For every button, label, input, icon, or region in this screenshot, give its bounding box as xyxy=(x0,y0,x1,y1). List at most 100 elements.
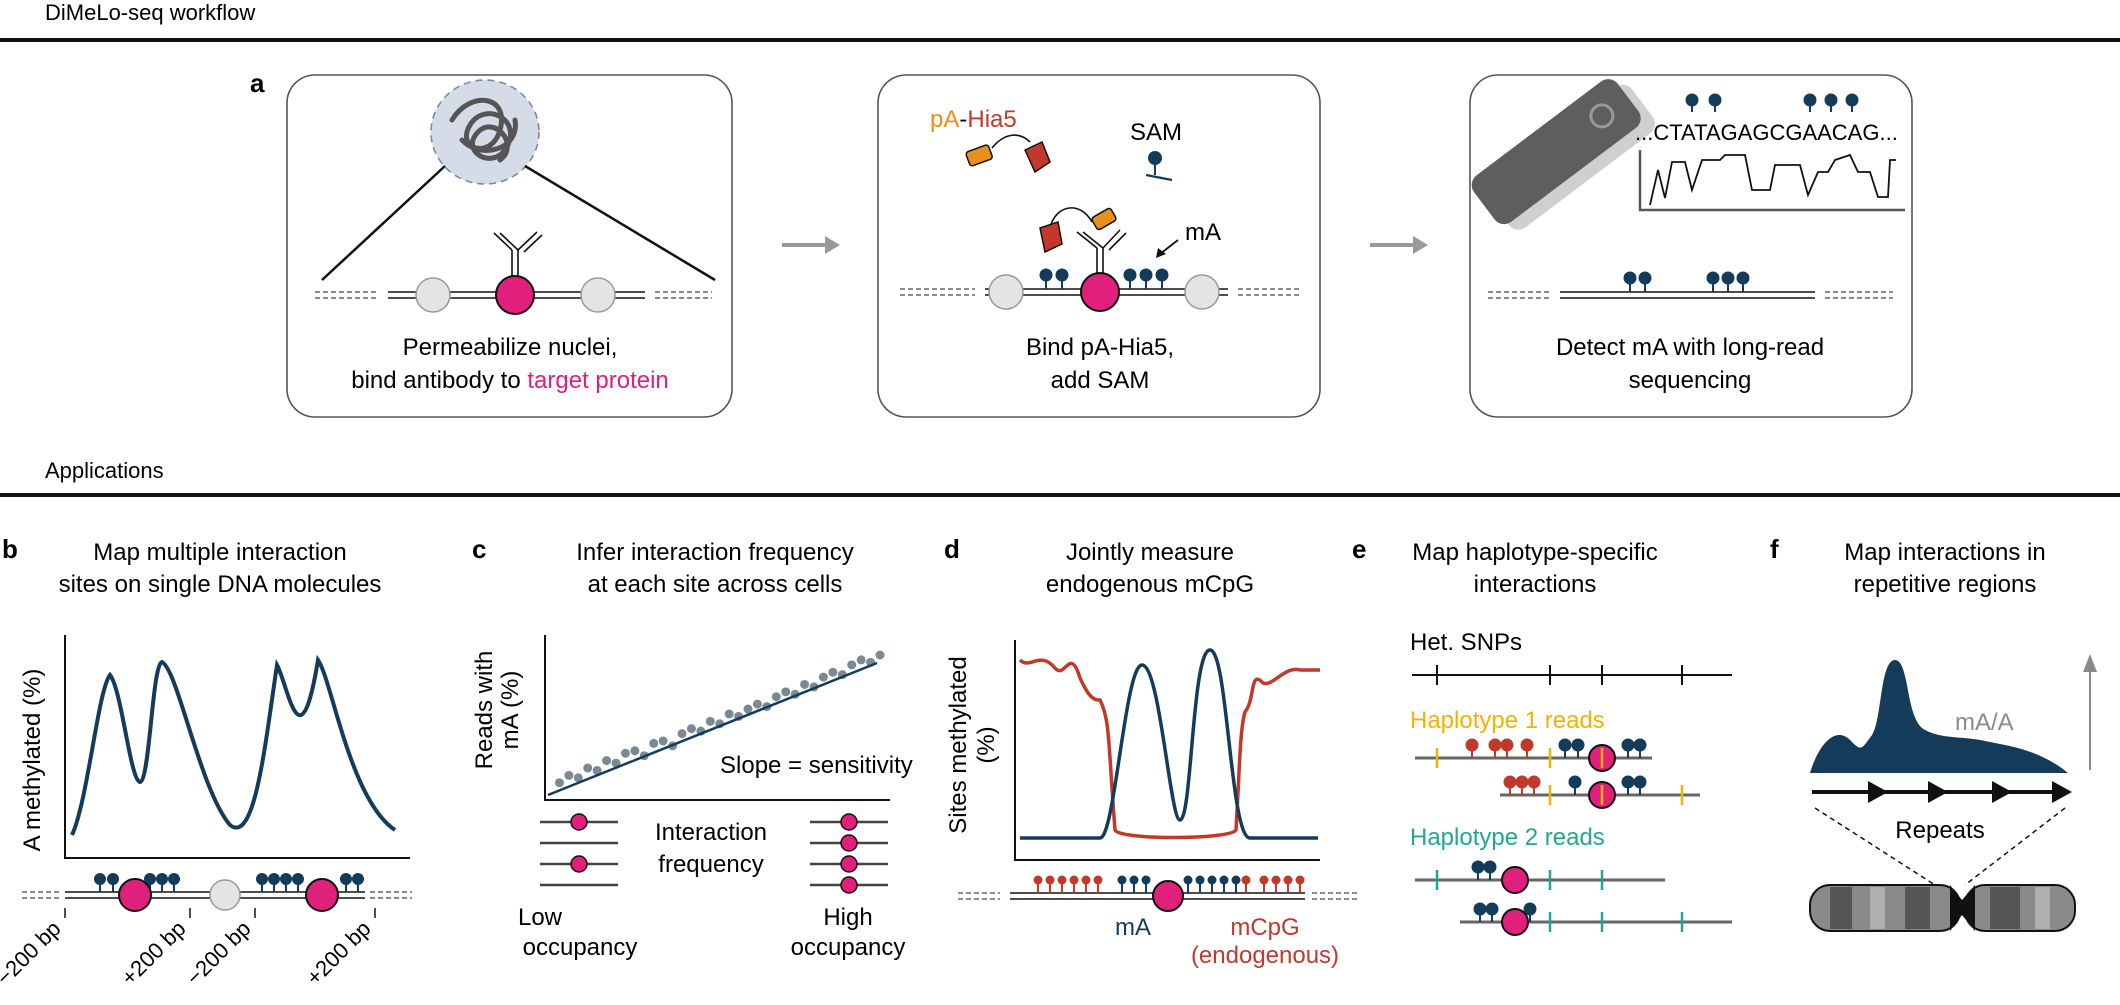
target-protein-icon xyxy=(305,878,339,912)
scatter-point xyxy=(771,692,781,702)
ma-arrow xyxy=(1159,239,1179,255)
panel-d-mcpg-curve xyxy=(1018,658,1320,840)
scatter-point xyxy=(686,724,696,734)
methyl-mark xyxy=(1241,875,1251,885)
hap1-label: Haplotype 1 reads xyxy=(1410,707,1605,734)
scatter-point xyxy=(743,704,753,714)
panel-d: d Jointly measure endogenous mCpG Sites … xyxy=(944,534,1360,969)
scatter-point xyxy=(554,778,564,788)
scatter-point xyxy=(781,687,791,697)
step1-box xyxy=(286,74,733,418)
target-protein-icon xyxy=(840,855,858,873)
chromosome-icon xyxy=(1809,884,2076,932)
signal-trace xyxy=(1649,153,1896,206)
methyl-mark xyxy=(1081,875,1091,885)
ma-label: mA xyxy=(1185,219,1221,246)
panel-b-curve xyxy=(70,654,397,836)
methyl-mark xyxy=(1057,875,1067,885)
methyl-mark xyxy=(1259,875,1269,885)
signal-axes xyxy=(1638,150,1905,212)
high-occupancy-reads xyxy=(810,820,888,887)
seq-methyl-marks xyxy=(1685,93,1859,112)
step3-panel: ...CTATAGAGCGAACAG... Detect mA with lon… xyxy=(1469,74,1913,418)
low-occupancy-reads xyxy=(540,820,618,887)
scatter-point xyxy=(611,758,621,768)
panel-b-title-2: sites on single DNA molecules xyxy=(59,571,382,598)
panel-letter-b: b xyxy=(2,534,18,564)
target-protein-icon xyxy=(495,275,535,315)
repeats-arrows xyxy=(1812,781,2072,803)
target-protein-icon xyxy=(840,876,858,894)
methyl-mark xyxy=(1033,875,1043,885)
applications-title: Applications xyxy=(45,458,164,483)
hia5-protein-icon xyxy=(1039,221,1063,254)
low-label-2: occupancy xyxy=(523,934,638,961)
nucleosome-icon xyxy=(580,277,616,313)
panel-letter-e: e xyxy=(1352,534,1366,564)
scatter-point xyxy=(752,699,762,709)
scatter-point xyxy=(573,773,583,783)
scatter-point xyxy=(602,756,612,766)
panel-d-methyl-marks xyxy=(1033,875,1305,893)
panel-f-title-2: repetitive regions xyxy=(1854,571,2037,598)
nucleosome-icon xyxy=(1184,274,1220,310)
scatter-point xyxy=(856,655,866,665)
panel-d-ylabel-2: (%) xyxy=(973,726,1000,763)
antibody-icon xyxy=(1076,229,1127,273)
repeats-label: Repeats xyxy=(1895,817,1984,844)
svg-text:pA-Hia5: pA-Hia5 xyxy=(930,106,1017,133)
panel-c-title-2: at each site across cells xyxy=(588,571,843,598)
nucleosome-icon xyxy=(988,274,1024,310)
panel-c-title-1: Infer interaction frequency xyxy=(576,539,854,566)
step2-caption-1: Bind pA-Hia5, xyxy=(1026,334,1174,361)
scatter-point xyxy=(620,748,630,758)
panel-c-ylabel-1: Reads with xyxy=(471,651,498,770)
nucleus-icon xyxy=(430,79,540,185)
workflow-title: DiMeLo-seq workflow xyxy=(45,0,255,25)
snp-ticks xyxy=(1436,665,1683,685)
step-arrow-2 xyxy=(1370,236,1428,254)
panel-f: f Map interactions in repetitive regions… xyxy=(1770,534,2097,932)
panel-b-ticks xyxy=(64,908,376,918)
panel-d-ma-curve xyxy=(1020,648,1318,840)
panel-b-tick-3: −200 bp xyxy=(181,916,255,990)
zoom-line-right xyxy=(524,164,716,282)
read-methyl-marks xyxy=(1623,271,1750,292)
sequence-text: ...CTATAGAGCGAACAG... xyxy=(1635,120,1898,145)
hia5-protein-icon xyxy=(1024,140,1051,174)
scatter-point xyxy=(649,738,659,748)
linker-icon xyxy=(991,134,1031,149)
target-protein-icon xyxy=(570,813,588,831)
high-label-2: occupancy xyxy=(791,934,906,961)
panel-b: b Map multiple interaction sites on sing… xyxy=(0,534,412,990)
target-protein-icon xyxy=(570,855,588,873)
hap2-label: Haplotype 2 reads xyxy=(1410,824,1605,851)
panel-d-mcpg-label-2: (endogenous) xyxy=(1191,942,1339,969)
target-protein-icon xyxy=(1080,272,1120,312)
methyl-mark xyxy=(1231,875,1241,885)
methyl-marks xyxy=(1039,268,1169,289)
panel-c-slope-label: Slope = sensitivity xyxy=(720,752,913,779)
methyl-mark xyxy=(1207,875,1217,885)
panel-e: e Map haplotype-specific interactions He… xyxy=(1352,534,1732,936)
panel-d-title-2: endogenous mCpG xyxy=(1046,571,1254,598)
methyl-mark xyxy=(1093,875,1103,885)
panel-b-methyl-marks xyxy=(94,873,364,892)
workflow-divider xyxy=(0,38,2120,42)
target-protein-icon xyxy=(840,834,858,852)
methyl-mark xyxy=(1069,875,1079,885)
methyl-mark xyxy=(1219,875,1229,885)
scatter-point xyxy=(583,763,593,773)
step1-panel: Permeabilize nuclei, bind antibody to ta… xyxy=(286,74,733,418)
chromatin-icon xyxy=(449,97,518,163)
panel-b-tick-1: −200 bp xyxy=(0,916,66,990)
sam-label: SAM xyxy=(1130,119,1182,146)
panel-e-title-1: Map haplotype-specific xyxy=(1412,539,1657,566)
scatter-point xyxy=(828,667,838,677)
pa-protein-icon xyxy=(965,144,993,167)
scatter-point xyxy=(658,736,668,746)
panel-f-signal xyxy=(1810,660,2068,773)
panel-c-axes xyxy=(544,635,890,801)
hap2-ma-marks xyxy=(1471,860,1537,922)
scatter-point xyxy=(875,650,885,660)
